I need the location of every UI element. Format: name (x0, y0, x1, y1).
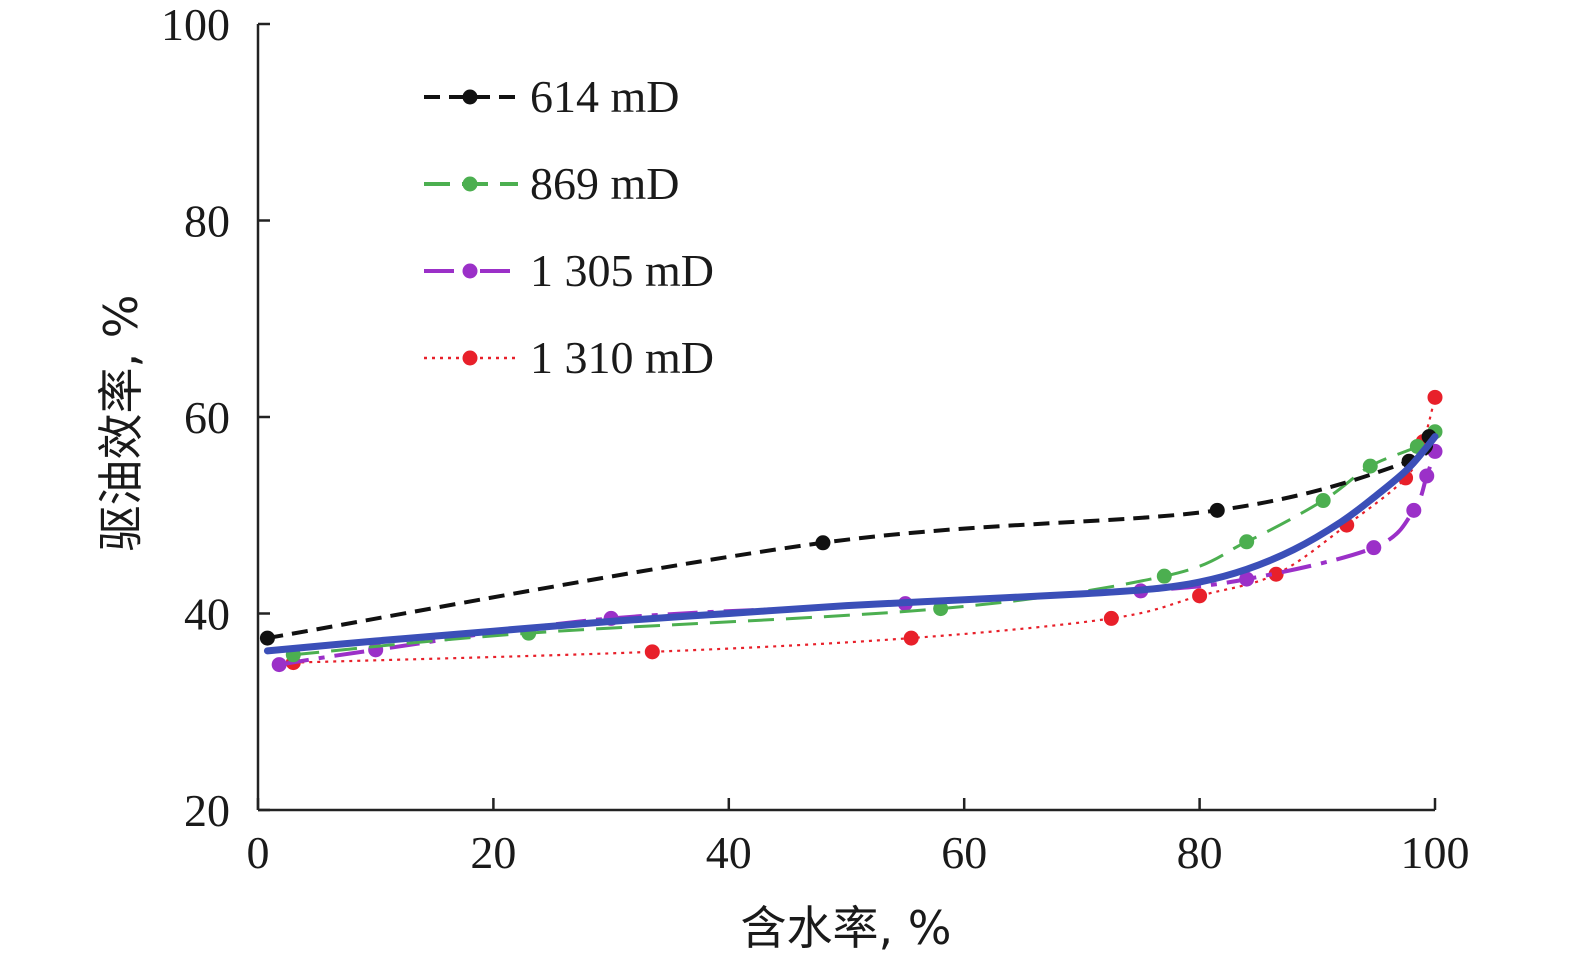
data-point (1406, 502, 1422, 518)
legend-label: 869 mD (530, 158, 680, 209)
series-869-mD (285, 424, 1443, 663)
data-point (1366, 540, 1382, 556)
data-point (1239, 534, 1255, 550)
x-tick-label: 60 (941, 827, 987, 878)
y-tick-label: 20 (184, 785, 230, 836)
x-tick-label: 100 (1401, 827, 1470, 878)
data-point (644, 644, 660, 660)
legend-label: 1 310 mD (530, 332, 714, 383)
x-tick-label: 0 (247, 827, 270, 878)
x-axis-title: 含水率, % (741, 901, 952, 955)
legend-marker (462, 176, 478, 192)
data-point (259, 630, 275, 646)
data-point (1239, 571, 1255, 587)
data-point (903, 630, 919, 646)
series-line (263, 433, 1439, 655)
data-point (1209, 502, 1225, 518)
legend-item: 869 mD (424, 158, 680, 209)
y-axis-title: 驱油效率, % (94, 295, 148, 552)
y-tick-label: 100 (161, 0, 230, 50)
data-point (933, 601, 949, 617)
legend-item: 1 310 mD (424, 332, 714, 383)
data-point (1427, 389, 1443, 405)
data-point (1268, 566, 1284, 582)
y-tick-label: 60 (184, 392, 230, 443)
data-point (1156, 568, 1172, 584)
legend-marker (462, 350, 478, 366)
legend: 614 mD 869 mD 1 305 mD 1 310 mD (424, 71, 714, 383)
data-point (815, 535, 831, 551)
x-tick-label: 20 (470, 827, 516, 878)
x-tick-label: 40 (706, 827, 752, 878)
y-tick-label: 40 (184, 589, 230, 640)
y-tick-label: 80 (184, 196, 230, 247)
series-layer (259, 389, 1443, 673)
series-line (293, 397, 1437, 664)
legend-item: 614 mD (424, 71, 680, 122)
series-614-mD (259, 429, 1437, 646)
data-point (1192, 588, 1208, 604)
data-point (271, 657, 287, 673)
legend-label: 614 mD (530, 71, 680, 122)
axes: 0 20 40 60 80 100 20 40 60 80 100 (161, 0, 1470, 878)
legend-label: 1 305 mD (530, 245, 714, 296)
data-point (1315, 493, 1331, 509)
data-point (1103, 610, 1119, 626)
data-point (1419, 468, 1435, 484)
x-tick-label: 80 (1177, 827, 1223, 878)
legend-item: 1 305 mD (424, 245, 714, 296)
data-point (1362, 458, 1378, 474)
series-line (293, 430, 1437, 657)
legend-marker (462, 89, 478, 105)
legend-marker (462, 263, 478, 279)
series-fit (263, 433, 1439, 655)
